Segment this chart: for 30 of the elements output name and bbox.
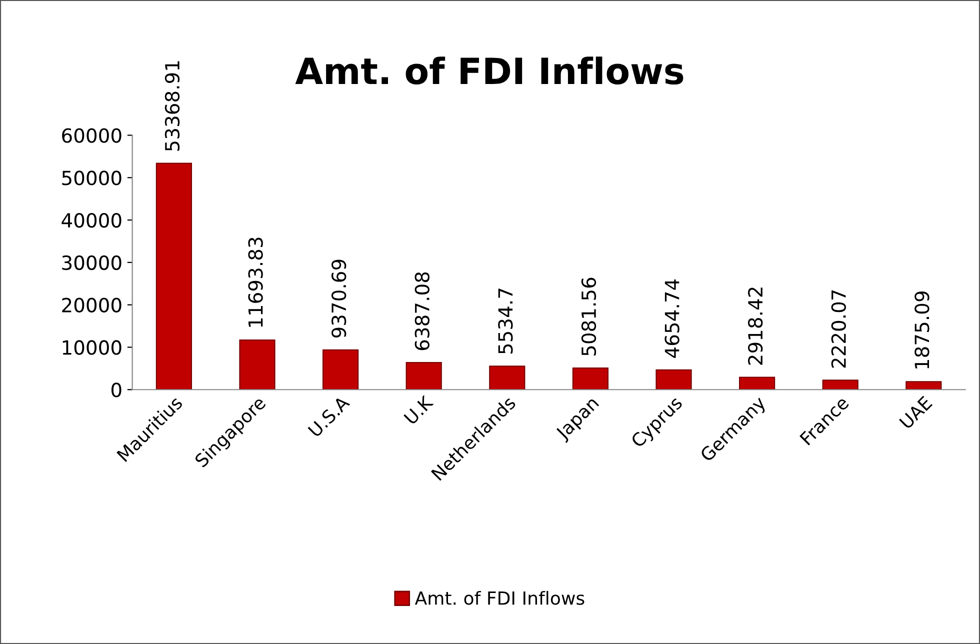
y-tick-label: 10000: [62, 340, 122, 355]
bar: [656, 369, 692, 390]
y-tick-label: 30000: [62, 255, 122, 270]
data-label: 1875.09: [914, 292, 930, 368]
bar: [572, 368, 608, 390]
y-tick-label: 60000: [62, 128, 122, 143]
data-label: 2220.07: [831, 290, 846, 368]
data-label: 4654.74: [664, 279, 680, 358]
y-tick-label: 40000: [62, 212, 122, 228]
x-tick-label: U.K: [404, 394, 434, 426]
bar: [489, 366, 526, 390]
y-tick-label: 0: [111, 382, 122, 398]
legend-label: Amt. of FDI Inflows: [414, 590, 584, 605]
bar: [322, 349, 359, 390]
data-label: 53368.91: [164, 61, 180, 151]
bar: [156, 162, 192, 390]
data-label: 2918.42: [748, 288, 763, 365]
y-tick-label: 50000: [62, 170, 122, 186]
bar: [822, 380, 858, 390]
y-tick-label: 20000: [62, 298, 122, 312]
bar: [239, 339, 276, 390]
data-label: 5534.7: [498, 288, 513, 354]
data-label: 6387.08: [414, 272, 430, 350]
data-label: 9370.69: [331, 260, 346, 338]
bar: [406, 362, 442, 390]
bar: [739, 376, 776, 390]
chart-title: Amt. of FDI Inflows: [295, 56, 684, 85]
bar: [906, 381, 942, 390]
data-label: 5081.56: [581, 278, 596, 356]
data-label: 11693.83: [248, 238, 263, 327]
